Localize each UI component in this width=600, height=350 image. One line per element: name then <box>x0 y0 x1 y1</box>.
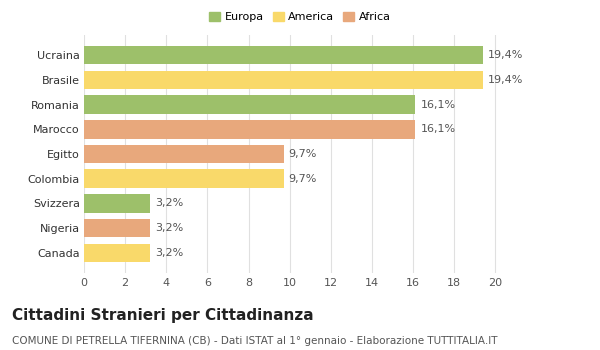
Text: 3,2%: 3,2% <box>155 248 183 258</box>
Bar <box>84 219 150 237</box>
Text: 19,4%: 19,4% <box>488 50 524 60</box>
Bar <box>84 46 483 64</box>
Bar <box>84 169 284 188</box>
Text: 3,2%: 3,2% <box>155 223 183 233</box>
Bar <box>84 145 284 163</box>
Text: Cittadini Stranieri per Cittadinanza: Cittadini Stranieri per Cittadinanza <box>12 308 314 323</box>
Bar <box>84 95 415 114</box>
Text: 3,2%: 3,2% <box>155 198 183 209</box>
Text: 19,4%: 19,4% <box>488 75 524 85</box>
Bar <box>84 244 150 262</box>
Text: COMUNE DI PETRELLA TIFERNINA (CB) - Dati ISTAT al 1° gennaio - Elaborazione TUTT: COMUNE DI PETRELLA TIFERNINA (CB) - Dati… <box>12 336 497 346</box>
Bar <box>84 71 483 89</box>
Legend: Europa, America, Africa: Europa, America, Africa <box>207 10 393 25</box>
Text: 9,7%: 9,7% <box>289 149 317 159</box>
Text: 16,1%: 16,1% <box>421 99 455 110</box>
Bar <box>84 194 150 213</box>
Text: 9,7%: 9,7% <box>289 174 317 184</box>
Bar <box>84 120 415 139</box>
Text: 16,1%: 16,1% <box>421 124 455 134</box>
